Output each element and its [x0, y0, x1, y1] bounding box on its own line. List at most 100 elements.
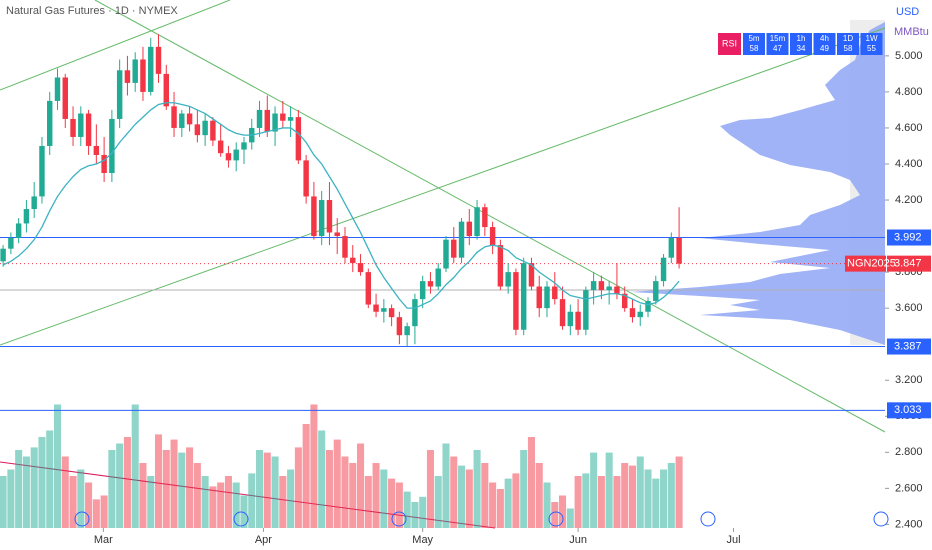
volume-bar	[660, 469, 668, 528]
volume-bar	[605, 452, 613, 528]
volume-bar	[504, 478, 512, 528]
volume-bar	[92, 499, 100, 528]
timeframe-value: 47	[773, 44, 782, 53]
candle-body	[179, 113, 185, 128]
candle-body	[78, 113, 84, 137]
volume-bar	[224, 476, 232, 528]
y-tick-label: 2.400	[895, 518, 923, 530]
volume-bar	[357, 443, 365, 528]
price-tag	[887, 338, 931, 355]
volume-bar	[22, 456, 30, 528]
event-icon[interactable]	[74, 511, 90, 527]
candle-body	[598, 281, 605, 291]
volume-bar	[442, 443, 450, 528]
event-icon[interactable]	[873, 511, 889, 527]
event-icon[interactable]	[233, 511, 249, 527]
candle-body	[629, 308, 636, 318]
volume-bar	[590, 452, 598, 528]
timeframe-button[interactable]	[860, 33, 883, 55]
timeframe-button[interactable]	[837, 33, 859, 55]
candle-body	[544, 286, 550, 309]
trend-line	[0, 0, 231, 91]
candle-body	[606, 286, 612, 291]
volume-bar	[372, 463, 380, 528]
volume-bar	[644, 469, 652, 528]
volume-bar	[341, 456, 349, 528]
timeframe-button[interactable]	[743, 33, 765, 55]
candle-body	[109, 118, 115, 173]
candle-body	[482, 207, 488, 228]
candle-body	[0, 248, 6, 262]
candle-body	[388, 308, 395, 318]
volume-bar	[178, 452, 186, 528]
volume-bar	[325, 450, 333, 528]
volume-bar	[162, 450, 170, 528]
y-tick-label: 3.200	[895, 374, 923, 386]
volume-bar	[147, 476, 155, 528]
volume-bar	[527, 437, 535, 528]
candle-body	[318, 200, 325, 237]
volume-bar	[38, 437, 46, 528]
volume-bar	[61, 456, 69, 528]
volume-bar	[652, 478, 660, 528]
volume-bar	[7, 469, 15, 528]
candle-body	[85, 113, 92, 146]
volume-profile	[630, 22, 885, 345]
trend-line	[0, 27, 886, 346]
y-tick-label: 2.800	[895, 446, 923, 458]
event-icon[interactable]	[700, 511, 716, 527]
volume-bar	[85, 482, 93, 528]
candle-body	[62, 77, 68, 119]
candle-body	[552, 286, 558, 300]
volume-bar	[636, 456, 644, 528]
volume-bar	[535, 463, 543, 528]
timeframe-button[interactable]	[790, 33, 812, 55]
volume-bar	[217, 482, 225, 528]
candle-body	[93, 145, 100, 155]
candle-body	[357, 263, 364, 273]
candle-body	[427, 281, 434, 287]
event-icon[interactable]	[391, 511, 407, 527]
candle-body	[443, 239, 449, 269]
candle-body	[412, 299, 418, 327]
volume-bar	[294, 447, 302, 528]
volume-bar	[279, 476, 287, 528]
candle-body	[466, 221, 473, 237]
event-icon[interactable]	[548, 511, 564, 527]
volume-bar	[481, 463, 489, 528]
volume-bar	[0, 476, 7, 528]
candle-body	[217, 140, 224, 154]
candle-body	[171, 106, 177, 128]
y-tick-label: 5.000	[895, 50, 923, 62]
x-tick-label: Jul	[726, 534, 740, 546]
volume-bar	[496, 489, 504, 528]
rsi-button[interactable]	[718, 33, 741, 55]
candle-body	[559, 299, 566, 327]
candle-body	[404, 326, 410, 336]
candle-body	[334, 232, 340, 237]
volume-bar	[123, 437, 131, 528]
volume-bar	[388, 478, 396, 528]
candle-body	[140, 59, 146, 92]
volume-bar	[209, 486, 217, 528]
volume-bar	[574, 476, 582, 528]
volume-bar	[255, 450, 264, 528]
candle-body	[381, 308, 387, 312]
volume-bar	[302, 424, 310, 528]
timeframe-button[interactable]	[766, 33, 789, 55]
volume-bar	[520, 450, 528, 528]
volume-bar	[450, 456, 458, 528]
timeframe-label: 5m	[748, 34, 759, 43]
candle-body	[124, 70, 131, 83]
candle-body	[660, 257, 667, 282]
volume-bar	[551, 502, 559, 528]
volume-bar	[380, 469, 388, 528]
volume-bar	[193, 463, 201, 528]
candle-body	[520, 263, 527, 330]
symbol-tag-label: NGN2025	[847, 258, 896, 270]
timeframe-button[interactable]	[813, 33, 836, 55]
candle-body	[419, 281, 426, 300]
timeframe-label: 1W	[866, 34, 878, 43]
x-tick-label: Jun	[569, 534, 587, 546]
